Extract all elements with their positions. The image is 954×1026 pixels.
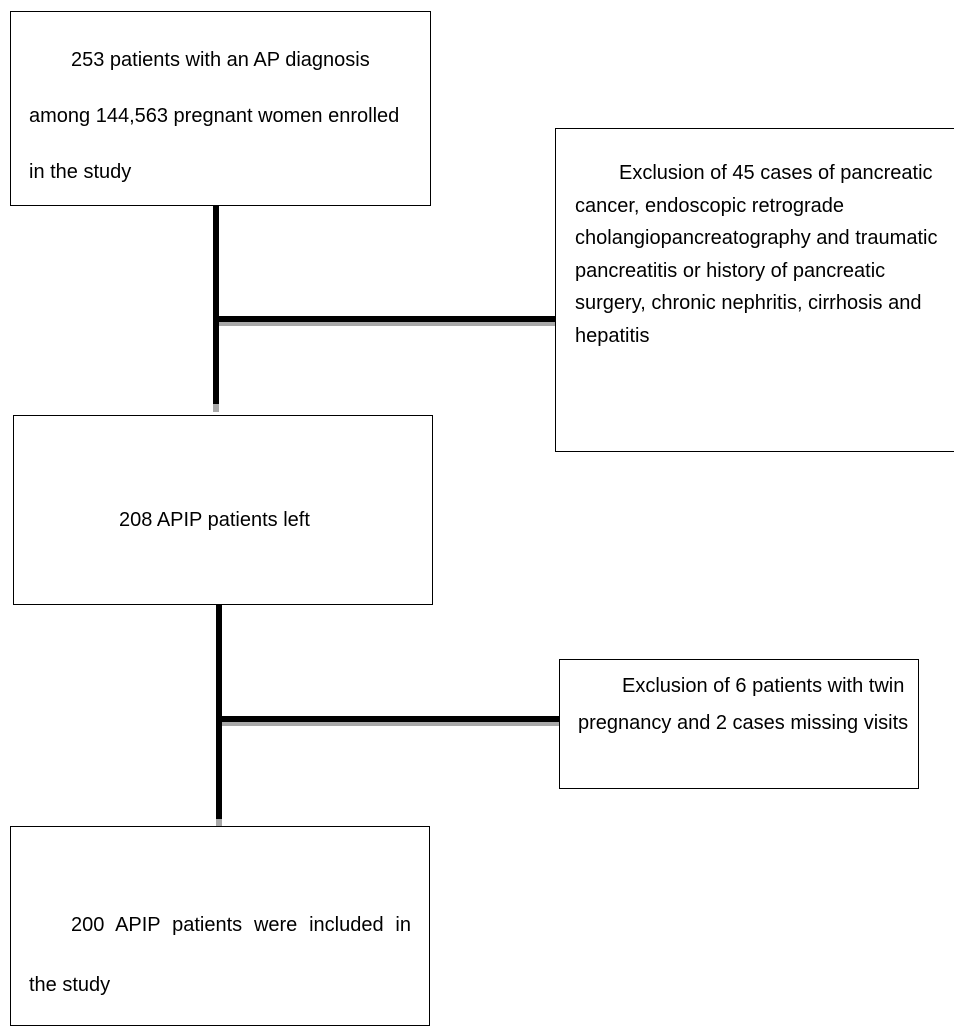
enrolled-text: 253 patients with an AP diagnosis among … xyxy=(29,49,400,183)
remaining-box: 208 APIP patients left xyxy=(13,415,433,605)
enrolled-box: 253 patients with an AP diagnosis among … xyxy=(10,11,431,206)
included-box: 200 APIP patients were included in the s… xyxy=(10,826,430,1026)
branch-shadow-1 xyxy=(219,322,555,326)
connector-shadow-2 xyxy=(216,819,222,827)
connector-vertical-1 xyxy=(213,205,219,412)
exclusion-box-2: Exclusion of 6 patients with twin pregna… xyxy=(559,659,919,789)
exclusion-2-text: Exclusion of 6 patients with twin pregna… xyxy=(578,675,909,734)
branch-arrow-1 xyxy=(216,316,555,322)
exclusion-1-text: Exclusion of 45 cases of pancreatic canc… xyxy=(575,162,938,347)
branch-arrow-2 xyxy=(219,716,559,722)
remaining-text: 208 APIP patients left xyxy=(119,509,310,531)
included-text: 200 APIP patients were included in the s… xyxy=(29,914,411,996)
connector-shadow-1 xyxy=(213,404,219,412)
exclusion-box-1: Exclusion of 45 cases of pancreatic canc… xyxy=(555,128,954,452)
branch-shadow-2 xyxy=(222,722,559,726)
